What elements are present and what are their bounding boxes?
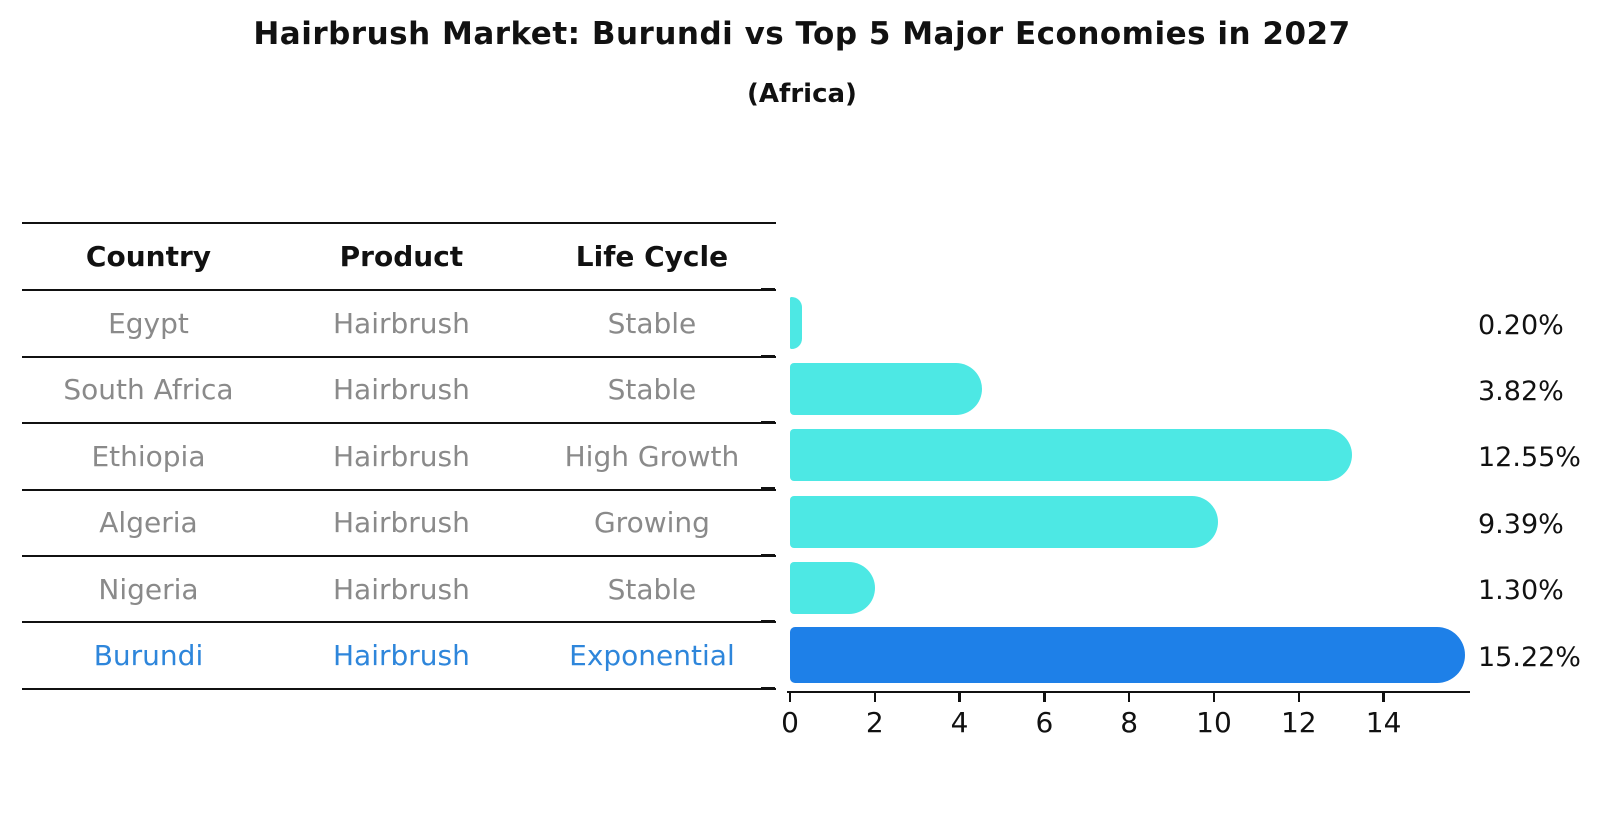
x-axis-tick: [1382, 693, 1385, 702]
cell-country: Egypt: [108, 307, 189, 341]
x-axis-tick: [1212, 693, 1216, 702]
cell-country: Ethiopia: [91, 439, 206, 473]
bar-algeria: [790, 495, 1219, 548]
x-axis-tick-label: 12: [1280, 706, 1317, 739]
y-axis-tick: [761, 686, 775, 690]
table-row-egypt: Egypt Hairbrush Stable: [22, 289, 776, 355]
value-label-south-africa: 3.82%: [1478, 376, 1564, 407]
value-label-ethiopia: 12.55%: [1478, 442, 1581, 474]
x-axis-tick: [1127, 693, 1131, 702]
chart-subtitle: (Africa): [747, 79, 857, 109]
cell-product: Hairbrush: [332, 439, 470, 473]
cell-life-cycle: Exponential: [569, 639, 735, 673]
cell-product: Hairbrush: [332, 572, 470, 606]
x-axis-tick-label: 6: [1035, 706, 1054, 739]
table-row-ethiopia: Ethiopia Hairbrush High Growth: [22, 422, 776, 488]
y-axis-tick: [761, 487, 775, 490]
bar-ethiopia: [790, 429, 1353, 482]
value-label-algeria: 9.39%: [1478, 508, 1564, 540]
x-axis-tick: [958, 693, 961, 702]
value-label-egypt: 0.20%: [1478, 309, 1564, 341]
x-axis-tick-label: 0: [781, 706, 799, 739]
x-axis-tick-label: 10: [1196, 706, 1232, 739]
table-row-nigeria: Nigeria Hairbrush Stable: [22, 554, 776, 621]
cell-product: Hairbrush: [332, 373, 470, 407]
bar-south-africa: [790, 363, 982, 415]
x-axis-tick-label: 4: [950, 706, 969, 739]
table-row-south-africa: South Africa Hairbrush Stable: [22, 355, 776, 422]
cell-life-cycle: Stable: [607, 373, 697, 407]
column-header-life-cycle: Life Cycle: [575, 240, 729, 274]
cell-life-cycle: Stable: [607, 307, 697, 341]
table-row-algeria: Algeria Hairbrush Growing: [22, 488, 776, 555]
y-axis-tick: [761, 288, 775, 291]
country-table: Country Product Life Cycle Egypt Hairbru…: [22, 222, 776, 690]
column-header-country: Country: [85, 240, 212, 274]
bar-burundi: [790, 626, 1466, 683]
cell-country: South Africa: [63, 373, 234, 407]
cell-product: Hairbrush: [332, 506, 470, 540]
table-header-row: Country Product Life Cycle: [22, 222, 776, 289]
cell-product: Hairbrush: [332, 307, 470, 341]
y-axis-tick: [761, 420, 775, 424]
cell-country: Algeria: [99, 506, 198, 540]
y-axis-tick: [761, 553, 775, 557]
column-header-product: Product: [339, 240, 464, 274]
x-axis-tick: [1043, 693, 1046, 702]
chart-title: Hairbrush Market: Burundi vs Top 5 Major…: [253, 16, 1351, 52]
x-axis-tick: [788, 693, 792, 702]
table-row-burundi: Burundi Hairbrush Exponential: [22, 621, 776, 687]
cell-product: Hairbrush: [332, 639, 470, 673]
x-axis-tick-label: 14: [1365, 706, 1402, 739]
x-axis-tick-label: 2: [865, 706, 884, 739]
cell-life-cycle: Growing: [593, 506, 710, 540]
value-label-nigeria: 1.30%: [1478, 575, 1564, 607]
y-axis-tick: [761, 354, 775, 358]
cell-life-cycle: High Growth: [564, 439, 740, 473]
x-axis-line: [787, 690, 1470, 693]
bar-egypt: [790, 296, 803, 349]
cell-country: Burundi: [93, 639, 204, 673]
cell-country: Nigeria: [98, 572, 199, 606]
x-axis-tick-label: 8: [1120, 706, 1139, 739]
value-label-burundi: 15.22%: [1478, 641, 1581, 673]
bar-nigeria: [790, 562, 876, 615]
x-axis-tick: [1297, 693, 1301, 702]
x-axis-tick: [873, 693, 877, 702]
y-axis-tick: [761, 620, 775, 623]
cell-life-cycle: Stable: [607, 572, 697, 606]
